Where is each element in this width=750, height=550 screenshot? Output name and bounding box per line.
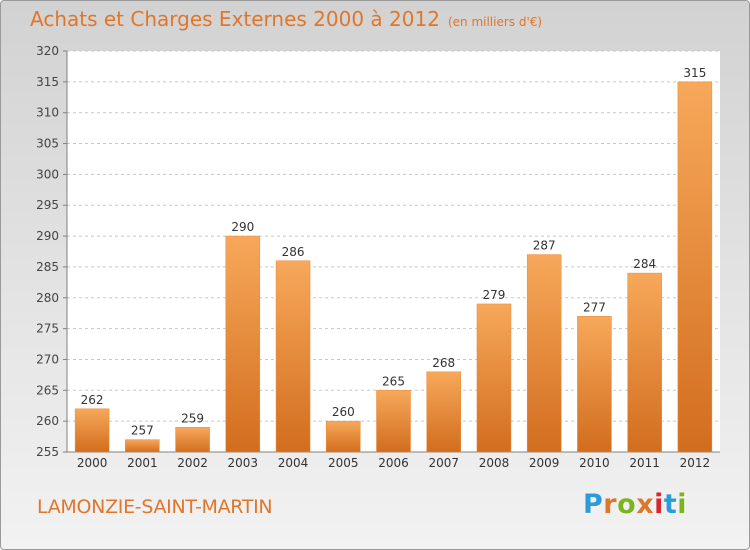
y-tick-label: 280 <box>36 291 59 305</box>
y-tick-label: 315 <box>36 75 59 89</box>
y-tick-label: 300 <box>36 167 59 181</box>
bar <box>677 81 713 453</box>
bar <box>526 254 562 453</box>
proxiti-logo: Proxiti <box>583 489 687 520</box>
y-tick-label: 265 <box>36 383 59 397</box>
chart-title: Achats et Charges Externes 2000 à 2012 (e… <box>30 7 542 31</box>
logo-letter: x <box>636 489 655 520</box>
y-tick-label: 320 <box>36 44 59 58</box>
bar <box>376 390 411 453</box>
x-tick-label: 2001 <box>127 456 158 470</box>
logo-letter: t <box>663 489 678 520</box>
y-tick-label: 295 <box>36 198 59 212</box>
x-tick-label: 2007 <box>428 456 459 470</box>
data-label: 315 <box>683 66 706 80</box>
x-tick-label: 2006 <box>378 456 409 470</box>
y-tick-label: 260 <box>36 414 59 428</box>
y-tick-label: 290 <box>36 229 59 243</box>
y-tick-label: 310 <box>36 106 59 120</box>
data-label: 259 <box>181 411 204 425</box>
data-label: 287 <box>533 239 556 253</box>
y-tick-label: 270 <box>36 352 59 366</box>
data-label: 265 <box>382 374 405 388</box>
bar <box>225 235 261 453</box>
x-tick-label: 2005 <box>328 456 359 470</box>
bar <box>627 272 662 453</box>
logo-letter: o <box>617 489 637 520</box>
bar <box>275 260 311 453</box>
data-label: 268 <box>432 356 455 370</box>
bar <box>577 316 612 453</box>
data-label: 284 <box>633 257 656 271</box>
logo-letter: i <box>677 489 688 520</box>
bar <box>175 427 210 453</box>
logo-letter: r <box>603 489 618 520</box>
x-tick-label: 2008 <box>479 456 510 470</box>
bar <box>125 439 160 453</box>
bar <box>74 408 110 453</box>
y-tick-label: 255 <box>36 445 59 459</box>
data-label: 290 <box>231 220 254 234</box>
title-text: Achats et Charges Externes 2000 à 2012 <box>30 7 440 31</box>
data-label: 277 <box>583 300 606 314</box>
y-tick-label: 305 <box>36 137 59 151</box>
city-name: LAMONZIE-SAINT-MARTIN <box>37 496 273 518</box>
x-tick-label: 2010 <box>579 456 610 470</box>
data-label: 279 <box>483 288 506 302</box>
x-tick-label: 2000 <box>77 456 108 470</box>
bar <box>476 303 512 453</box>
x-tick-label: 2004 <box>278 456 309 470</box>
x-tick-label: 2012 <box>680 456 711 470</box>
logo-letter: i <box>654 489 664 520</box>
data-label: 262 <box>81 393 104 407</box>
data-label: 260 <box>332 405 355 419</box>
x-tick-label: 2003 <box>228 456 259 470</box>
x-tick-label: 2009 <box>529 456 560 470</box>
data-label: 286 <box>282 245 305 259</box>
logo-letter: P <box>583 489 604 520</box>
bar <box>326 420 361 453</box>
y-tick-label: 285 <box>36 260 59 274</box>
x-tick-label: 2002 <box>177 456 208 470</box>
data-label: 257 <box>131 424 154 438</box>
x-tick-label: 2011 <box>629 456 660 470</box>
y-tick-label: 275 <box>36 322 59 336</box>
unit-label: (en milliers d'€) <box>447 15 543 29</box>
bar <box>426 371 461 453</box>
